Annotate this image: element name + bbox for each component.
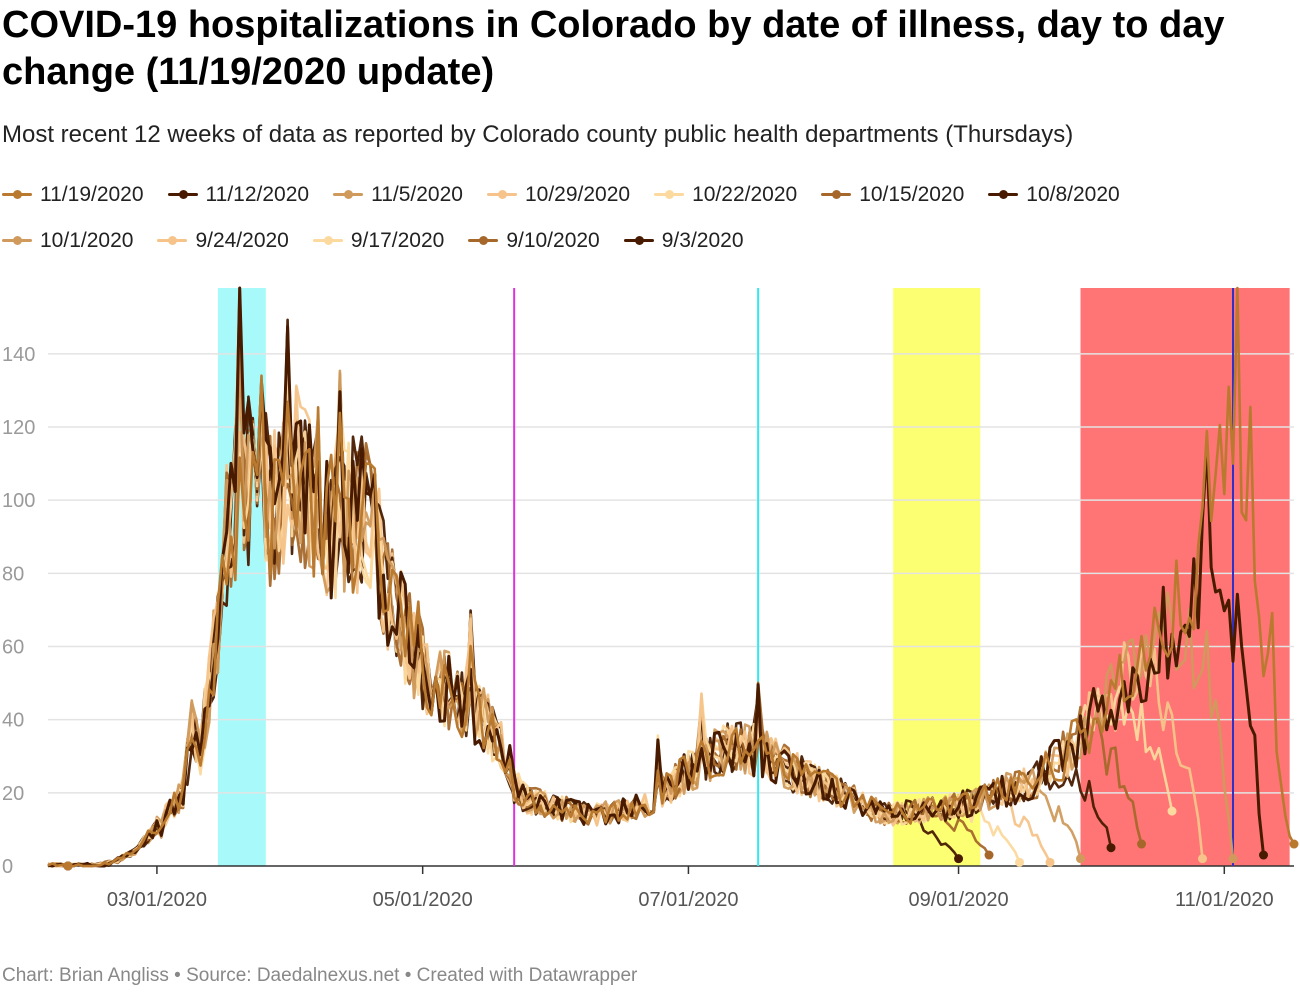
series-end-point <box>1167 806 1177 816</box>
legend-label: 10/8/2020 <box>1026 183 1120 206</box>
legend-label: 10/22/2020 <box>692 183 798 206</box>
legend-item: 10/29/2020 <box>486 178 631 211</box>
y-tick-label: 80 <box>2 563 24 585</box>
legend-label: 9/3/2020 <box>661 229 744 252</box>
series-end-point <box>1076 854 1086 864</box>
legend-item: 10/1/2020 <box>2 224 133 257</box>
legend-swatch <box>623 224 654 257</box>
chart-footer: Chart: Brian Angliss • Source: Daedalnex… <box>2 962 637 990</box>
legend-label: 9/17/2020 <box>350 229 445 252</box>
series-line <box>47 286 1296 868</box>
footer-tool: Created with Datawrapper <box>416 965 638 986</box>
x-tick-label: 07/01/2020 <box>638 889 738 911</box>
y-tick-label: 120 <box>2 417 35 439</box>
series-end-point <box>1015 857 1025 867</box>
y-axis: 0 20 40 60 80 100 120 140 <box>2 344 35 878</box>
series-lines <box>47 286 1299 871</box>
legend-swatch <box>988 178 1019 211</box>
footer-separator: • <box>404 965 412 986</box>
legend-swatch <box>654 178 685 211</box>
legend-item: 9/3/2020 <box>623 224 744 257</box>
legend-label: 11/5/2020 <box>371 183 463 206</box>
legend-label: 9/24/2020 <box>195 229 289 252</box>
legend-swatch <box>2 224 32 257</box>
y-tick-label: 40 <box>2 710 24 732</box>
legend-item: 11/12/2020 <box>167 178 310 211</box>
legend-swatch <box>312 224 343 257</box>
x-axis: 03/01/2020 05/01/2020 07/01/2020 09/01/2020… <box>107 866 1274 911</box>
series-end-point <box>954 854 964 864</box>
y-tick-label: 140 <box>2 344 35 366</box>
legend-label: 10/29/2020 <box>524 183 631 206</box>
legend-swatch <box>2 178 32 211</box>
footer-author: Chart: Brian Angliss <box>2 965 169 986</box>
legend-item: 9/24/2020 <box>157 224 289 257</box>
footer-separator: • <box>174 965 181 986</box>
highlight-band <box>893 288 981 866</box>
legend-item: 9/10/2020 <box>468 224 600 257</box>
footer-source: Source: Daedalnexus.net <box>186 965 400 986</box>
legend-item: 11/19/2020 <box>2 178 144 211</box>
series-line <box>47 286 1265 868</box>
legend-label: 11/19/2020 <box>40 183 144 206</box>
chart-title: COVID-19 hospitalizations in Colorado by… <box>2 4 1225 93</box>
legend-item: 11/5/2020 <box>333 178 463 211</box>
series-end-point <box>1045 857 1055 867</box>
legend-swatch <box>468 224 499 257</box>
y-tick-label: 100 <box>2 490 35 512</box>
legend-swatch <box>821 178 852 211</box>
legend-label: 9/10/2020 <box>506 229 600 252</box>
legend-swatch <box>157 224 188 257</box>
legend-swatch <box>333 178 364 211</box>
legend-label: 10/1/2020 <box>40 229 134 252</box>
legend-label: 10/15/2020 <box>859 183 965 206</box>
legend-swatch <box>486 178 517 211</box>
x-tick-label: 03/01/2020 <box>107 889 207 911</box>
series-end-point <box>1289 839 1299 849</box>
series-end-point <box>1106 843 1116 853</box>
legend-item: 10/22/2020 <box>654 178 797 211</box>
series-start-point <box>63 861 73 871</box>
series-end-point <box>1259 850 1269 860</box>
x-tick-label: 09/01/2020 <box>908 889 1008 911</box>
y-tick-label: 0 <box>2 856 13 878</box>
legend-item: 9/17/2020 <box>312 224 445 257</box>
chart-subtitle: Most recent 12 weeks of data as reported… <box>2 121 1074 148</box>
chart-legend: 11/19/2020 11/12/2020 11/5/2020 10/29/2020 1… <box>2 178 1298 257</box>
legend-item: 10/15/2020 <box>821 178 964 211</box>
x-tick-label: 11/01/2020 <box>1175 889 1274 911</box>
series-line <box>47 286 1021 868</box>
series-end-point <box>1228 854 1238 864</box>
series-end-point <box>984 850 994 860</box>
y-tick-label: 60 <box>2 637 24 659</box>
series-end-point <box>1198 854 1208 864</box>
y-tick-label: 20 <box>2 783 24 805</box>
x-tick-label: 05/01/2020 <box>373 889 473 911</box>
series-end-point <box>1137 839 1147 849</box>
legend-label: 11/12/2020 <box>205 183 310 206</box>
legend-item: 10/8/2020 <box>988 178 1120 211</box>
legend-swatch <box>167 178 198 211</box>
